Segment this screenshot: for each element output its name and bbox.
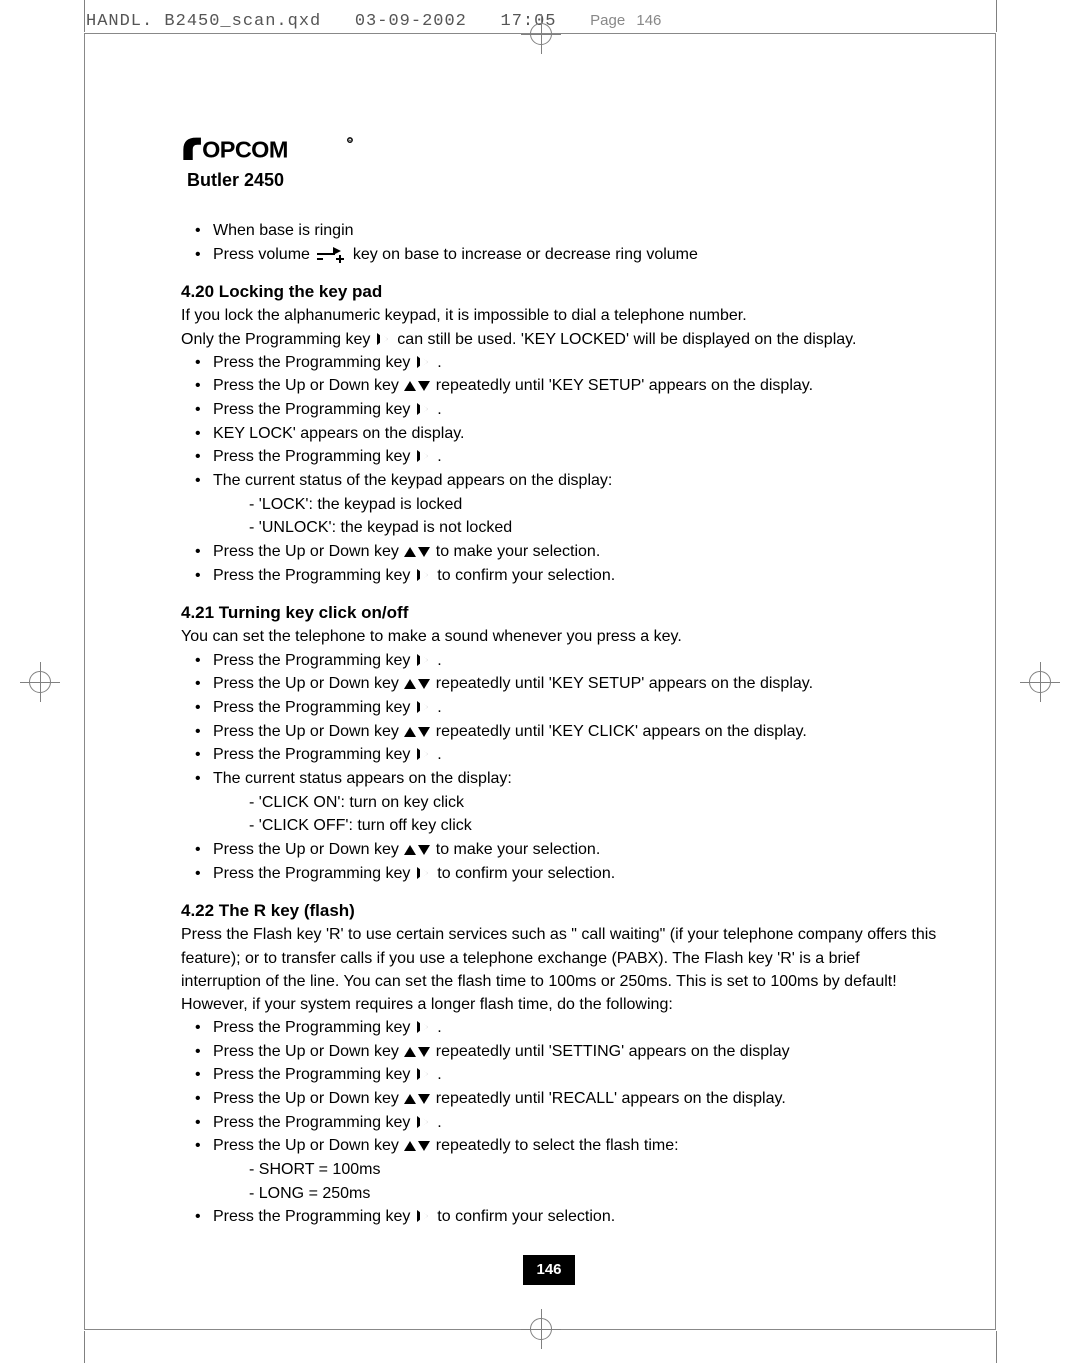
programming-key-icon (417, 1021, 431, 1033)
list-item: Press the Programming key . (213, 398, 943, 422)
crop-mark (84, 0, 85, 32)
sub-item: - SHORT = 100ms (213, 1158, 943, 1182)
up-arrow-icon (404, 727, 416, 737)
page-number: 146 (523, 1255, 575, 1285)
list-item: Press the Programming key . (213, 1111, 943, 1135)
list-item: Press the Up or Down key to make your se… (213, 540, 943, 564)
up-arrow-icon (404, 679, 416, 689)
down-arrow-icon (418, 845, 430, 855)
page-root: HANDL. B2450_scan.qxd 03-09-2002 17:05 P… (0, 0, 1080, 1363)
section-heading: 4.21 Turning key click on/off (181, 603, 943, 623)
list-item: Press the Up or Down key repeatedly unti… (213, 1087, 943, 1111)
list-item: Press the Programming key . (213, 743, 943, 767)
crop-mark (996, 1331, 997, 1363)
down-arrow-icon (418, 547, 430, 557)
down-arrow-icon (418, 727, 430, 737)
trim-line (995, 33, 996, 1330)
programming-key-icon (417, 450, 431, 462)
bullet-list: Press the Programming key .Press the Up … (181, 1016, 943, 1229)
list-item: Press the Up or Down key repeatedly unti… (213, 374, 943, 398)
bullet-list: Press the Programming key .Press the Up … (181, 649, 943, 886)
svg-text:OPCOM: OPCOM (202, 137, 288, 163)
list-item: Press the Programming key . (213, 649, 943, 673)
list-item: The current status of the keypad appears… (213, 469, 943, 540)
list-item: Press the Programming key . (213, 445, 943, 469)
list-item: Press the Programming key to confirm you… (213, 564, 943, 588)
slug-page-word: Page (590, 12, 625, 29)
list-item: Press the Up or Down key repeatedly to s… (213, 1134, 943, 1205)
sub-item: - 'UNLOCK': the keypad is not locked (213, 516, 943, 540)
list-item: Press the Programming key . (213, 1016, 943, 1040)
programming-key-icon (417, 748, 431, 760)
bullet-list: Press the Programming key .Press the Up … (181, 351, 943, 588)
sub-item: - LONG = 250ms (213, 1182, 943, 1206)
list-item: Press the Up or Down key to make your se… (213, 838, 943, 862)
up-arrow-icon (404, 547, 416, 557)
down-arrow-icon (418, 381, 430, 391)
down-arrow-icon (418, 1047, 430, 1057)
programming-key-icon (417, 569, 431, 581)
programming-key-icon (417, 1068, 431, 1080)
list-item: Press the Up or Down key repeatedly unti… (213, 720, 943, 744)
svg-text:R: R (348, 138, 352, 144)
print-slug: HANDL. B2450_scan.qxd 03-09-2002 17:05 P… (86, 12, 661, 31)
slug-date: 03-09-2002 (355, 12, 467, 31)
section-heading: 4.22 The R key (flash) (181, 901, 943, 921)
intro-list: When base is ringinPress volume key on b… (181, 219, 943, 266)
logo-block: OPCOM R Butler 2450 (181, 132, 943, 191)
list-item: When base is ringin (213, 219, 943, 243)
section-heading: 4.20 Locking the key pad (181, 282, 943, 302)
list-item: Press the Programming key . (213, 1063, 943, 1087)
crop-mark (996, 0, 997, 32)
content-column: OPCOM R Butler 2450 When base is ringinP… (181, 132, 943, 1229)
list-item: The current status appears on the displa… (213, 767, 943, 838)
list-item: Press volume key on base to increase or … (213, 243, 943, 267)
list-item: KEY LOCK' appears on the display. (213, 422, 943, 446)
programming-key-icon (417, 701, 431, 713)
list-item: Press the Programming key . (213, 351, 943, 375)
registration-mark-icon (1026, 668, 1054, 696)
programming-key-icon (417, 356, 431, 368)
slug-file: HANDL. B2450_scan.qxd (86, 12, 321, 31)
paragraph: You can set the telephone to make a soun… (181, 625, 943, 648)
up-arrow-icon (404, 1094, 416, 1104)
list-item: Press the Up or Down key repeatedly unti… (213, 1040, 943, 1064)
list-item: Press the Programming key . (213, 696, 943, 720)
crop-mark (84, 1331, 85, 1363)
up-arrow-icon (404, 845, 416, 855)
paragraph: Press the Flash key 'R' to use certain s… (181, 923, 943, 1016)
list-item: Press the Programming key to confirm you… (213, 862, 943, 886)
sub-item: - 'CLICK OFF': turn off key click (213, 814, 943, 838)
down-arrow-icon (418, 1141, 430, 1151)
model-name: Butler 2450 (187, 170, 943, 191)
programming-key-icon (377, 333, 391, 345)
trim-line (84, 33, 85, 1330)
registration-mark-icon (527, 1315, 555, 1343)
list-item: Press the Up or Down key repeatedly unti… (213, 672, 943, 696)
topcom-logo-icon: OPCOM R (181, 132, 357, 168)
down-arrow-icon (418, 1094, 430, 1104)
paragraph: Only the Programming key can still be us… (181, 328, 943, 351)
programming-key-icon (417, 1116, 431, 1128)
registration-mark-icon (26, 668, 54, 696)
down-arrow-icon (418, 679, 430, 689)
paragraph: If you lock the alphanumeric keypad, it … (181, 304, 943, 327)
programming-key-icon (417, 1210, 431, 1222)
sub-item: - 'CLICK ON': turn on key click (213, 791, 943, 815)
volume-key-icon (317, 247, 345, 261)
up-arrow-icon (404, 1047, 416, 1057)
programming-key-icon (417, 654, 431, 666)
programming-key-icon (417, 403, 431, 415)
sub-item: - 'LOCK': the keypad is locked (213, 493, 943, 517)
up-arrow-icon (404, 381, 416, 391)
sections: 4.20 Locking the key padIf you lock the … (181, 282, 943, 1229)
up-arrow-icon (404, 1141, 416, 1151)
slug-page-no: 146 (636, 12, 661, 29)
registration-mark-icon (527, 20, 555, 48)
programming-key-icon (417, 867, 431, 879)
list-item: Press the Programming key to confirm you… (213, 1205, 943, 1229)
